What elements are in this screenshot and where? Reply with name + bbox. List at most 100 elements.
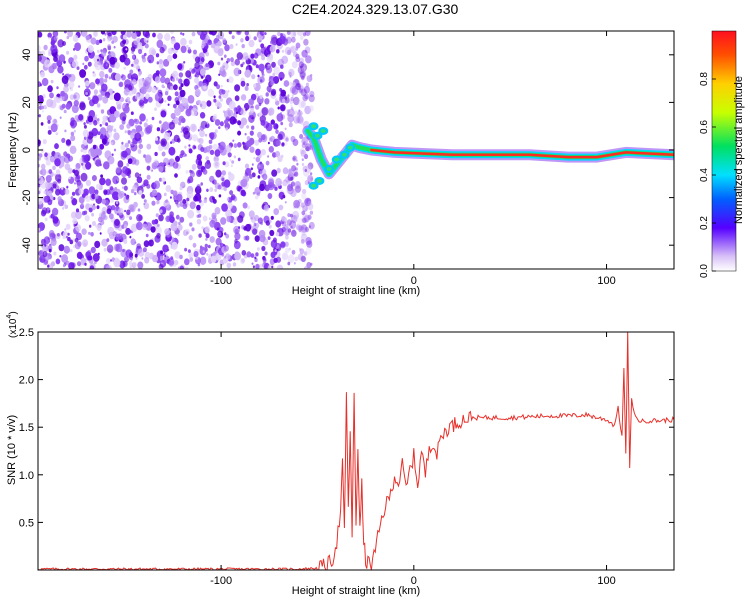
noise-speckle: [266, 65, 273, 74]
noise-speckle: [159, 46, 165, 54]
noise-speckle: [305, 246, 312, 255]
noise-speckle: [62, 207, 65, 210]
noise-speckle: [42, 110, 44, 113]
noise-speckle: [269, 137, 273, 142]
noise-speckle: [298, 110, 303, 117]
noise-speckle: [294, 155, 298, 161]
noise-speckle: [123, 224, 128, 229]
noise-speckle: [294, 110, 298, 115]
noise-speckle: [299, 134, 304, 139]
noise-speckle: [303, 266, 309, 269]
noise-speckle: [304, 169, 307, 172]
noise-speckle: [75, 224, 82, 232]
noise-speckle: [189, 201, 196, 210]
noise-speckle: [254, 186, 261, 195]
noise-speckle: [306, 75, 313, 83]
noise-speckle: [260, 133, 268, 143]
noise-speckle: [220, 84, 223, 88]
noise-speckle: [221, 170, 226, 176]
y-tick-label: 1.5: [19, 422, 34, 434]
noise-speckle: [229, 158, 232, 162]
noise-speckle: [255, 195, 259, 200]
noise-speckle: [44, 246, 46, 250]
noise-speckle: [134, 253, 138, 258]
noise-speckle: [303, 38, 309, 46]
noise-speckle: [300, 148, 305, 154]
noise-speckle: [94, 189, 99, 195]
noise-speckle: [170, 124, 173, 128]
noise-speckle: [147, 96, 153, 103]
noise-speckle: [186, 79, 190, 84]
noise-speckle: [178, 86, 182, 91]
noise-speckle: [110, 198, 114, 203]
noise-speckle: [142, 223, 148, 231]
noise-speckle: [159, 209, 163, 214]
noise-speckle: [59, 254, 62, 258]
noise-speckle: [245, 35, 250, 42]
noise-speckle: [89, 224, 92, 228]
noise-speckle: [292, 229, 296, 234]
noise-speckle: [178, 121, 182, 126]
noise-speckle: [223, 110, 231, 119]
noise-speckle: [296, 217, 304, 227]
noise-speckle: [43, 195, 49, 203]
noise-speckle: [219, 121, 224, 127]
noise-speckle: [188, 148, 193, 154]
noise-speckle: [40, 180, 47, 189]
noise-speckle: [173, 42, 181, 51]
noise-speckle: [73, 129, 76, 133]
ridge-blob-core: [316, 178, 322, 183]
noise-speckle: [144, 154, 152, 163]
noise-speckle: [270, 40, 273, 44]
noise-speckle: [151, 219, 156, 225]
noise-speckle: [48, 210, 51, 213]
noise-speckle: [55, 132, 58, 136]
noise-speckle: [52, 62, 58, 70]
noise-speckle: [154, 107, 157, 111]
noise-speckle: [38, 139, 41, 145]
noise-speckle: [244, 163, 250, 169]
noise-speckle: [139, 113, 146, 122]
noise-speckle: [68, 155, 73, 162]
noise-speckle: [81, 202, 84, 207]
noise-speckle: [109, 213, 114, 220]
noise-speckle: [87, 61, 92, 67]
noise-speckle: [221, 89, 226, 95]
noise-speckle: [48, 51, 52, 57]
noise-speckle: [259, 94, 263, 99]
noise-speckle: [146, 165, 151, 171]
noise-speckle: [304, 93, 309, 100]
noise-speckle: [129, 261, 133, 266]
noise-speckle: [167, 103, 170, 106]
noise-speckle: [181, 181, 185, 187]
noise-speckle: [248, 98, 255, 106]
noise-speckle: [158, 59, 163, 65]
noise-speckle: [62, 264, 66, 268]
noise-speckle: [59, 187, 66, 196]
noise-speckle: [262, 173, 268, 181]
noise-speckle: [107, 138, 111, 142]
noise-speckle: [205, 156, 209, 161]
noise-speckle: [290, 225, 293, 229]
noise-speckle: [234, 58, 240, 66]
noise-speckle: [168, 146, 176, 156]
noise-speckle: [281, 98, 286, 104]
noise-speckle: [38, 183, 41, 188]
noise-speckle: [91, 212, 94, 217]
noise-speckle: [244, 69, 251, 78]
noise-speckle: [160, 138, 167, 147]
noise-speckle: [147, 54, 155, 64]
noise-speckle: [293, 157, 297, 162]
noise-speckle: [38, 157, 41, 161]
noise-speckle: [103, 247, 107, 252]
noise-speckle: [215, 162, 219, 167]
noise-speckle: [126, 162, 130, 167]
noise-speckle: [250, 167, 253, 171]
noise-speckle: [131, 63, 134, 67]
noise-speckle: [178, 78, 183, 84]
noise-speckle: [291, 82, 296, 87]
noise-speckle: [73, 175, 75, 178]
noise-speckle: [196, 218, 202, 225]
noise-speckle: [175, 200, 179, 205]
noise-speckle: [46, 98, 54, 108]
